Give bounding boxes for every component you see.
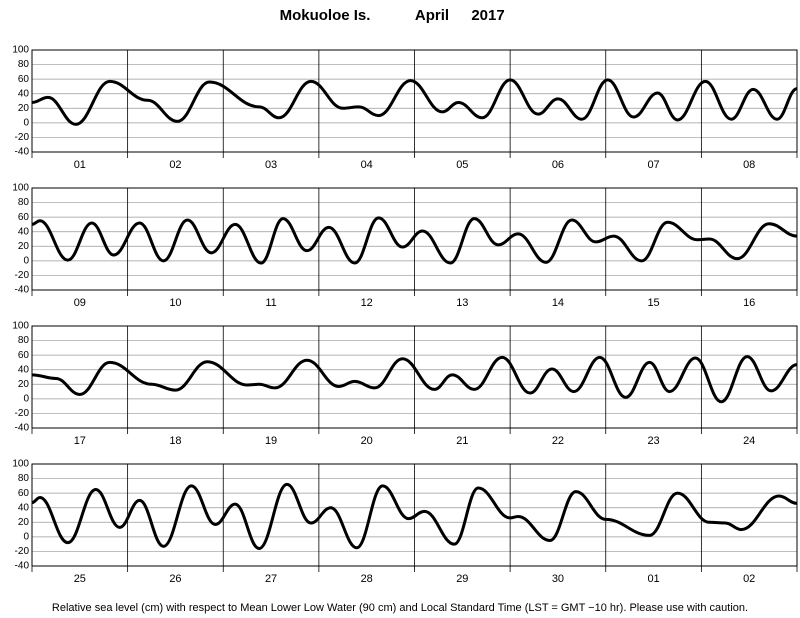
y-tick-label: -40: [15, 147, 30, 158]
day-label: 17: [74, 435, 86, 447]
day-label: 30: [552, 573, 564, 585]
tide-line: [31, 482, 798, 551]
day-label: 19: [265, 435, 277, 447]
y-tick-label: 0: [23, 117, 29, 128]
day-label: 08: [743, 159, 755, 171]
y-tick-label: 80: [18, 335, 30, 346]
day-label: 18: [169, 435, 181, 447]
y-tick-label: 20: [18, 241, 30, 252]
y-tick-label: 100: [12, 45, 29, 56]
day-label: 29: [456, 573, 468, 585]
y-tick-label: 20: [18, 379, 30, 390]
y-tick-label: 60: [18, 74, 30, 85]
day-label: 26: [169, 573, 181, 585]
day-label: 11: [265, 297, 276, 309]
y-tick-label: 20: [18, 517, 30, 528]
y-tick-label: 80: [18, 59, 30, 70]
month-title: April: [415, 7, 449, 24]
y-tick-label: -20: [15, 546, 30, 557]
y-tick-label: 20: [18, 103, 30, 114]
station-title: Mokuoloe Is.: [280, 7, 371, 24]
footer-note: Relative sea level (cm) with respect to …: [52, 602, 748, 614]
day-label: 22: [552, 435, 564, 447]
day-label: 13: [456, 297, 468, 309]
plot-frame: [31, 187, 798, 291]
y-tick-label: 100: [12, 459, 29, 470]
day-label: 27: [265, 573, 277, 585]
day-label: 07: [647, 159, 659, 171]
day-label: 03: [265, 159, 277, 171]
day-label: 28: [361, 573, 373, 585]
y-tick-label: 80: [18, 473, 30, 484]
day-label: 12: [361, 297, 373, 309]
y-tick-label: 60: [18, 212, 30, 223]
day-label: 05: [456, 159, 468, 171]
y-tick-label: 60: [18, 488, 30, 499]
y-tick-label: 80: [18, 197, 30, 208]
y-tick-label: 60: [18, 350, 30, 361]
y-tick-label: 0: [23, 531, 29, 542]
y-tick-label: -40: [15, 561, 30, 572]
y-tick-label: 100: [12, 321, 29, 332]
day-label: 09: [74, 297, 86, 309]
day-label: 24: [743, 435, 755, 447]
y-tick-label: -20: [15, 408, 30, 419]
tide-line: [31, 78, 798, 126]
day-label: 02: [169, 159, 181, 171]
tide-line: [31, 216, 798, 265]
day-label: 10: [169, 297, 181, 309]
y-tick-label: -20: [15, 132, 30, 143]
day-label: 06: [552, 159, 564, 171]
day-label: 21: [456, 435, 468, 447]
day-label: 23: [647, 435, 659, 447]
day-label: 04: [361, 159, 373, 171]
day-label: 01: [647, 573, 659, 585]
plot-frame: [31, 325, 798, 429]
plot-frame: [31, 463, 798, 567]
y-tick-label: -20: [15, 270, 30, 281]
year-title: 2017: [471, 7, 504, 24]
day-label: 16: [743, 297, 755, 309]
y-tick-label: 40: [18, 364, 30, 375]
day-label: 14: [552, 297, 564, 309]
y-tick-label: 100: [12, 183, 29, 194]
y-tick-label: 0: [23, 255, 29, 266]
y-tick-label: 40: [18, 502, 30, 513]
day-label: 15: [647, 297, 659, 309]
y-tick-label: 40: [18, 226, 30, 237]
y-tick-label: -40: [15, 423, 30, 434]
day-label: 20: [361, 435, 373, 447]
y-tick-label: -40: [15, 285, 30, 296]
y-tick-label: 40: [18, 88, 30, 99]
day-label: 02: [743, 573, 755, 585]
y-tick-label: 0: [23, 393, 29, 404]
day-label: 01: [74, 159, 86, 171]
day-label: 25: [74, 573, 86, 585]
tide-line: [31, 355, 798, 404]
